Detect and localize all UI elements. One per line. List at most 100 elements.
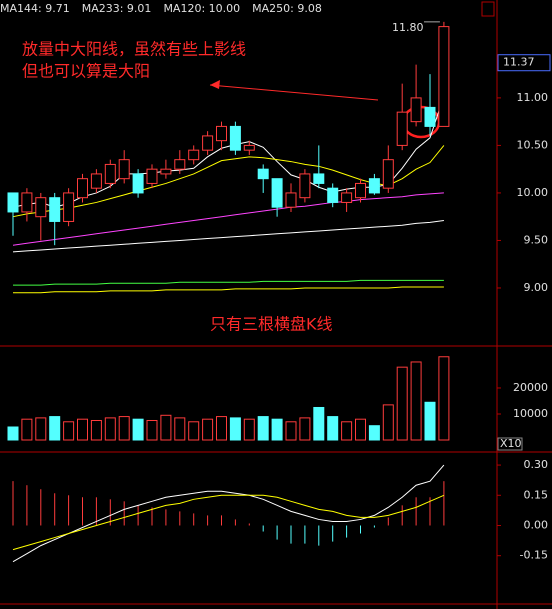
ma-line bbox=[12, 464, 445, 563]
annotation-arrow bbox=[209, 84, 379, 101]
candle-body bbox=[327, 187, 339, 203]
volume-bar bbox=[299, 417, 311, 441]
volume-bar bbox=[188, 421, 200, 441]
high-label: 11.80 bbox=[392, 21, 424, 34]
ma-line bbox=[12, 494, 445, 551]
y-tick-label: 10000 bbox=[513, 407, 548, 420]
candle-body bbox=[243, 144, 255, 151]
candle-body bbox=[410, 97, 422, 123]
volume-bar bbox=[77, 418, 88, 441]
candle-body bbox=[77, 178, 88, 199]
y-tick-label: 11.00 bbox=[517, 91, 549, 104]
volume-bar bbox=[160, 414, 172, 441]
volume-bar bbox=[382, 404, 394, 441]
arrow-head bbox=[210, 80, 220, 89]
candle-body bbox=[257, 168, 269, 180]
volume-bar bbox=[118, 416, 130, 441]
legend-entry: MA233: 9.01 bbox=[82, 2, 152, 15]
volume-bar bbox=[327, 416, 339, 441]
volume-bar bbox=[285, 421, 297, 441]
volume-bar bbox=[271, 418, 283, 441]
volume-bar bbox=[132, 418, 144, 441]
candle-body bbox=[7, 192, 19, 213]
volume-bar bbox=[313, 406, 325, 441]
unit-label: X10 bbox=[500, 437, 522, 450]
volume-bar bbox=[104, 417, 116, 441]
volume-bar bbox=[49, 416, 61, 441]
candle-body bbox=[63, 192, 75, 222]
legend-entry: MA144: 9.71 bbox=[0, 2, 70, 15]
candle-body bbox=[90, 173, 102, 189]
volume-bar bbox=[341, 421, 353, 441]
volume-bar bbox=[355, 418, 366, 441]
volume-bar bbox=[368, 425, 380, 441]
corner-box bbox=[481, 1, 495, 17]
volume-bar bbox=[243, 418, 255, 441]
y-tick-label: -0.15 bbox=[520, 549, 548, 562]
legend-entry: MA250: 9.08 bbox=[252, 2, 322, 15]
candle-body bbox=[104, 163, 116, 184]
volume-bar bbox=[21, 418, 33, 441]
candle-body bbox=[132, 173, 144, 194]
candle-body bbox=[271, 178, 283, 208]
candle-body bbox=[396, 111, 408, 146]
ma-line bbox=[13, 286, 444, 294]
candle-body bbox=[438, 26, 450, 127]
volume-bar bbox=[90, 419, 102, 441]
y-tick-label: 9.50 bbox=[524, 233, 549, 246]
candle-body bbox=[229, 125, 241, 151]
volume-bar bbox=[174, 417, 186, 441]
y-tick-label: 0.15 bbox=[524, 488, 549, 501]
candle-body bbox=[341, 192, 353, 203]
candle-body bbox=[313, 173, 325, 184]
candle-body bbox=[355, 182, 366, 199]
last-price: 11.37 bbox=[503, 56, 535, 69]
y-tick-label: 10.00 bbox=[517, 186, 549, 199]
volume-bar bbox=[438, 356, 450, 441]
y-tick-label: 10.50 bbox=[517, 138, 549, 151]
y-tick-label: 0.30 bbox=[524, 458, 549, 471]
candle-body bbox=[382, 159, 394, 189]
volume-bar bbox=[7, 426, 19, 441]
candle-body bbox=[188, 149, 200, 161]
volume-bar bbox=[396, 366, 408, 441]
candle-body bbox=[49, 197, 61, 222]
ma-line bbox=[13, 279, 444, 286]
candle-body bbox=[21, 192, 33, 213]
candle-body bbox=[160, 168, 172, 175]
candle-body bbox=[299, 173, 311, 199]
candle-body bbox=[424, 106, 436, 127]
candle-body bbox=[146, 168, 158, 184]
candle-body bbox=[174, 159, 186, 170]
annotation: 只有三根横盘K线 bbox=[210, 315, 333, 334]
candle-body bbox=[368, 178, 380, 194]
ma-line bbox=[12, 220, 444, 253]
y-tick-label: 9.00 bbox=[524, 281, 549, 294]
y-tick-label: 0.00 bbox=[524, 518, 549, 531]
y-tick-label: 20000 bbox=[513, 381, 548, 394]
volume-bar bbox=[216, 416, 227, 441]
volume-bar bbox=[424, 401, 436, 441]
annotation: 但也可以算是大阳 bbox=[22, 62, 150, 81]
volume-bar bbox=[229, 417, 241, 441]
annotation: 放量中大阳线，虽然有些上影线 bbox=[22, 40, 246, 59]
volume-bar bbox=[35, 417, 47, 441]
unit-box bbox=[497, 437, 523, 451]
candle-body bbox=[118, 159, 130, 180]
volume-bar bbox=[410, 361, 422, 441]
candle-body bbox=[216, 125, 227, 142]
volume-bar bbox=[257, 416, 269, 441]
volume-bar bbox=[146, 419, 158, 441]
candle-body bbox=[285, 192, 297, 208]
candle-body bbox=[202, 135, 214, 151]
ma-line bbox=[12, 192, 444, 246]
volume-bar bbox=[63, 421, 75, 441]
last-price-box bbox=[497, 54, 551, 72]
candle-body bbox=[35, 197, 47, 218]
volume-bar bbox=[202, 418, 214, 441]
legend-entry: MA120: 10.00 bbox=[163, 2, 240, 15]
